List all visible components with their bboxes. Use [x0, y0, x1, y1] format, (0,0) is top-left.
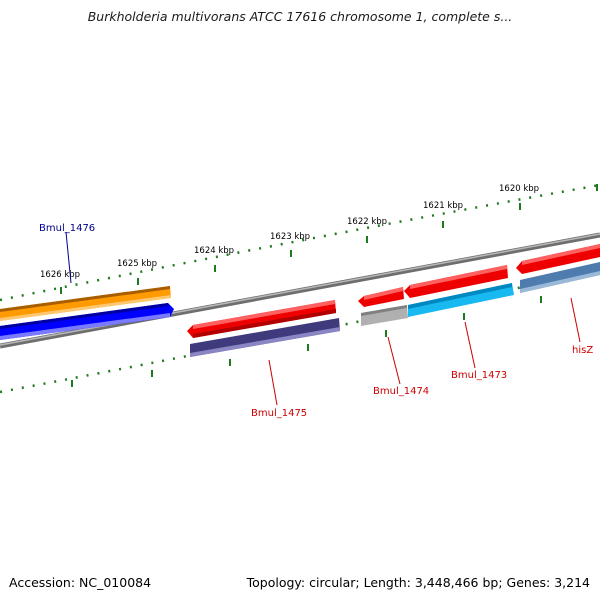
accession-label: Accession: NC_010084 [9, 575, 152, 590]
feature-bmul-1473-red[interactable] [404, 265, 508, 298]
feature-bmul-1476-orange[interactable] [0, 286, 171, 321]
topology-summary: Topology: circular; Length: 3,448,466 bp… [246, 575, 590, 590]
feature-bmul-1474-gray[interactable] [361, 305, 408, 326]
chromosome-backbone [0, 232, 600, 349]
gene-label-bmul-1476[interactable]: Bmul_1476 [39, 223, 95, 234]
map-title: Burkholderia multivorans ATCC 17616 chro… [87, 9, 513, 24]
ruler-major-ticks [60, 184, 598, 294]
feature-bmul-1475-red[interactable] [187, 300, 336, 338]
feature-bmul-1474-red[interactable] [358, 287, 404, 307]
gene-label-bmul-1475[interactable]: Bmul_1475 [251, 408, 307, 419]
outer-ruler-track [0, 183, 600, 302]
label-leaders [65, 231, 581, 406]
inner-ruler-major-ticks [71, 296, 542, 387]
feature-bmul-1476-gene[interactable] [0, 303, 174, 340]
feature-hisz-steel[interactable] [520, 262, 600, 293]
gene-label-bmul-1473[interactable]: Bmul_1473 [451, 370, 507, 381]
gene-labels: Bmul_1476 Bmul_1475 Bmul_1474 Bmul_1473 … [39, 223, 593, 419]
gene-label-bmul-1474[interactable]: Bmul_1474 [373, 386, 429, 397]
gene-label-hisz[interactable]: hisZ [572, 345, 593, 356]
ruler-label-1626: 1626 kbp [40, 270, 80, 280]
feature-hisz-red[interactable] [516, 244, 600, 274]
ruler-label-1624: 1624 kbp [194, 246, 234, 256]
feature-bmul-1473-cyan[interactable] [408, 283, 514, 317]
ruler-labels: 1626 kbp 1625 kbp 1624 kbp 1623 kbp 1622… [40, 184, 539, 280]
feature-bmul-1475-navy[interactable] [190, 318, 340, 357]
ruler-label-1623: 1623 kbp [270, 232, 310, 242]
ruler-label-1621: 1621 kbp [423, 201, 463, 211]
ruler-label-1622: 1622 kbp [347, 217, 387, 227]
ruler-label-1620: 1620 kbp [499, 184, 539, 194]
ruler-label-1625: 1625 kbp [117, 259, 157, 269]
